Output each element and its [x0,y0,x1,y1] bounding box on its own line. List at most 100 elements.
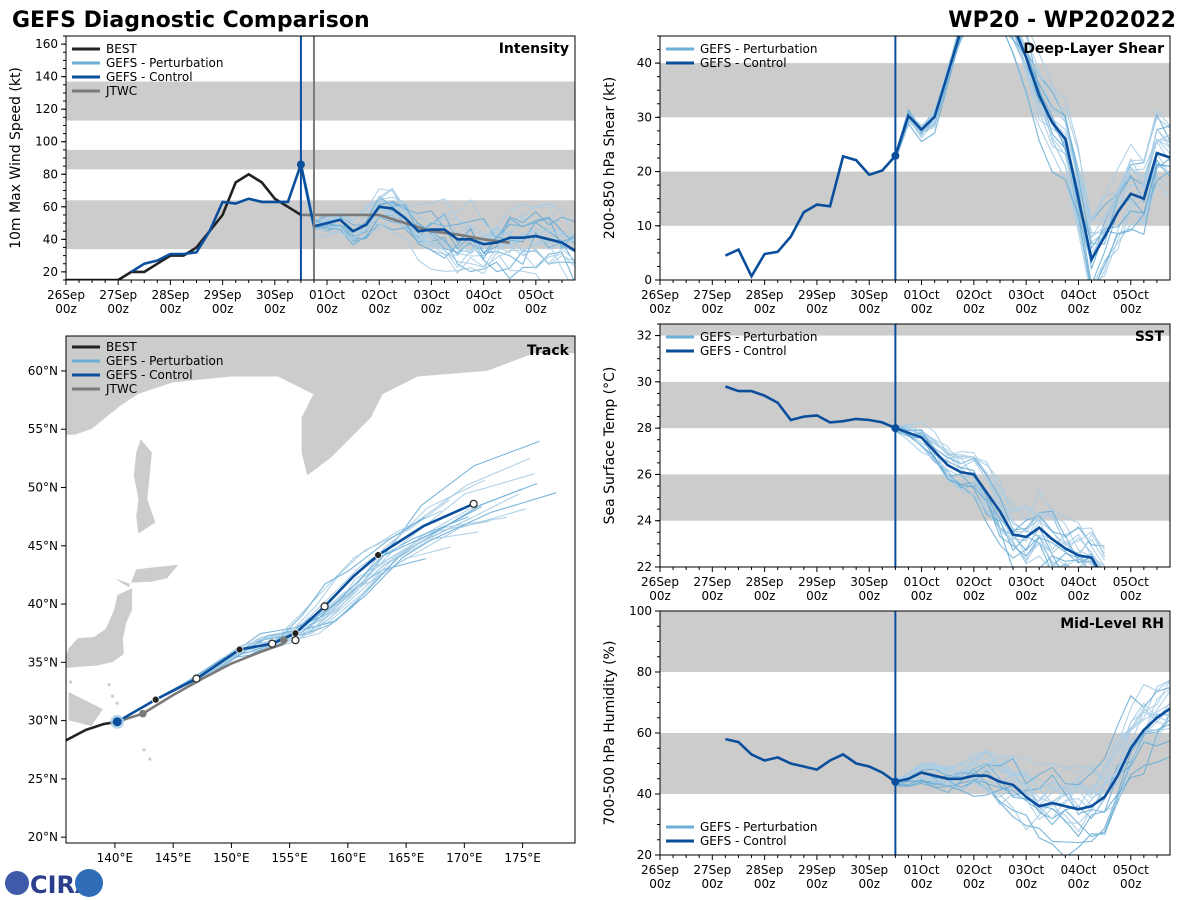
init-marker [891,424,900,433]
threshold-band [660,324,1170,336]
island-shape [110,694,115,698]
x-tick-label: 03Oct [1008,288,1044,302]
perturbation-member-line [895,426,1097,567]
land-shape [133,437,157,535]
x-tick-label: 02Oct [956,288,992,302]
x-tick-label: 00z [55,302,77,316]
axes-frame [659,323,1171,568]
perturbation-member-line [895,679,1170,797]
threshold-band [660,171,1170,226]
x-tick-label: 00z [473,302,495,316]
y-tick-label: 40 [637,56,652,70]
island-shape [107,682,111,687]
x-tick-label: 00z [649,877,671,891]
x-tick-label: 00z [1068,302,1090,316]
x-tick-label: 00z [754,302,776,316]
axes-frame [65,335,576,844]
x-tick-label: 150°E [213,851,250,865]
x-tick-label: 160°E [330,851,367,865]
y-tick-label: 30 [637,110,652,124]
x-tick-label: 30Sep [850,863,888,877]
y-tick-label: 20 [637,848,652,862]
y-tick-label: 30°N [28,714,58,728]
y-tick-label: 10 [637,219,652,233]
track-panel: 140°E 145°E 150°E 155°E 160°E 165°E 170°E 175°E… [28,335,576,865]
island-shape [69,680,73,684]
control-point-filled [291,629,300,638]
control-line [724,36,1170,279]
legend-label: GEFS - Control [700,56,787,70]
x-tick-label: 27Sep [693,288,731,302]
y-tick-label: 25°N [28,772,58,786]
x-tick-label: 29Sep [798,288,836,302]
y-tick-label: 40°N [28,597,58,611]
threshold-band [660,611,1170,672]
y-tick-label: 20 [43,265,58,279]
x-tick-label: 00z [1015,877,1037,891]
x-tick-label: 00z [649,302,671,316]
y-tick-label: 160 [35,37,58,51]
x-tick-label: 01Oct [904,863,940,877]
x-tick-label: 03Oct [413,288,449,302]
island-shape [148,757,152,761]
y-tick-label: 140 [35,70,58,84]
x-tick-label: 00z [806,589,828,603]
x-tick-label: 00z [806,302,828,316]
shear-plot-area [660,36,1170,280]
threshold-band [660,474,1170,521]
jtwc-point [139,709,147,718]
y-tick-label: 26 [637,467,652,481]
threshold-band [66,81,575,121]
perturbation-member-line [300,163,575,269]
sst-panel: 22242628303226Sep00z27Sep00z28Sep00z29Se… [602,323,1171,603]
y-tick-label: 20°N [28,830,58,844]
y-axis-label: 700-500 hPa Humidity (%) [602,641,618,826]
perturbation-member-line [895,723,1170,815]
x-tick-label: 00z [702,589,724,603]
x-tick-label: 02Oct [361,288,397,302]
x-tick-label: 145°E [155,851,192,865]
x-tick-label: 00z [1120,589,1142,603]
x-tick-label: 26Sep [641,575,679,589]
control-point-filled [235,645,244,654]
threshold-band [66,149,575,170]
control-point-filled [374,551,383,560]
x-tick-label: 27Sep [99,288,137,302]
y-tick-label: 24 [637,514,652,528]
x-tick-label: 170°E [446,851,483,865]
x-tick-label: 28Sep [746,575,784,589]
perturbation-member-line [300,162,575,256]
x-tick-label: 00z [963,877,985,891]
control-point-open [291,636,300,645]
x-tick-label: 140°E [97,851,134,865]
x-tick-label: 175°E [504,851,541,865]
x-tick-label: 05Oct [518,288,554,302]
init-marker [891,777,900,786]
control-point-open [320,602,329,611]
perturbation-track-line [116,473,535,723]
y-tick-label: 80 [43,167,58,181]
y-tick-label: 30 [637,375,652,389]
x-tick-label: 00z [1068,877,1090,891]
x-tick-label: 00z [316,302,338,316]
legend-label: GEFS - Control [700,344,787,358]
legend-label: GEFS - Control [700,834,787,848]
y-tick-label: 120 [35,102,58,116]
x-tick-label: 02Oct [956,575,992,589]
panel-title: Deep-Layer Shear [1023,41,1164,57]
legend-label: GEFS - Perturbation [106,56,223,70]
x-tick-label: 28Sep [151,288,189,302]
y-axis-label: 200-850 hPa Shear (kt) [602,77,618,239]
legend-label: JTWC [105,382,137,396]
island-shape [142,748,146,752]
x-tick-label: 00z [858,877,880,891]
x-tick-label: 00z [421,302,443,316]
cira-wave-icon [75,869,103,897]
y-tick-label: 100 [629,604,652,618]
x-tick-label: 02Oct [956,863,992,877]
x-tick-label: 03Oct [1008,863,1044,877]
threshold-band [660,63,1170,118]
x-tick-label: 00z [160,302,182,316]
y-tick-label: 20 [637,165,652,179]
